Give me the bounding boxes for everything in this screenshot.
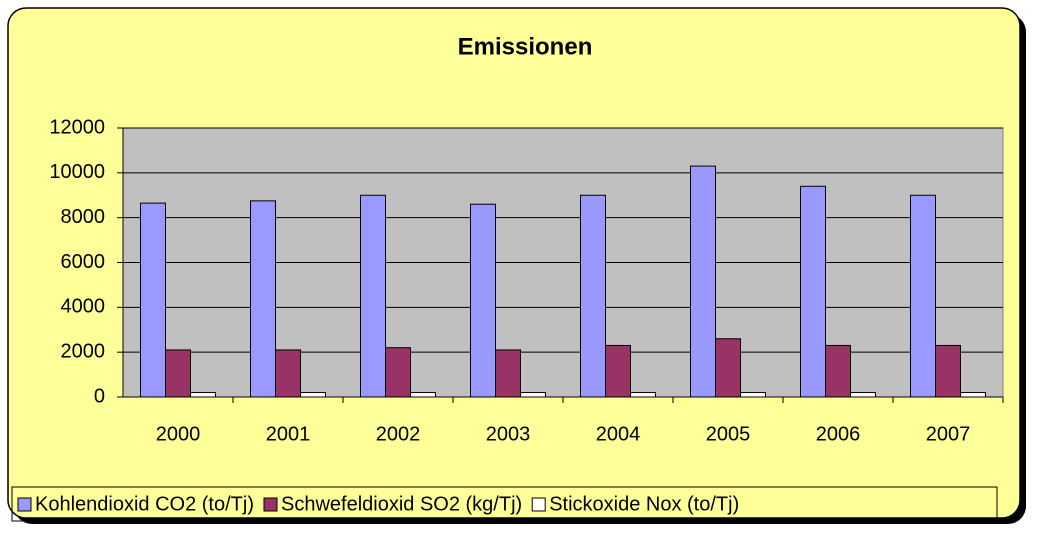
legend-label: Stickoxide Nox (to/Tj): [549, 493, 739, 515]
y-tick-label: 0: [94, 385, 105, 407]
bar: [580, 194, 606, 398]
bar: [715, 338, 741, 398]
bar: [470, 203, 496, 398]
legend-label: Schwefeldioxid SO2 (kg/Tj): [281, 493, 522, 515]
x-tick-label: 2003: [486, 423, 531, 445]
x-tick-label: 2000: [156, 423, 201, 445]
bar: [300, 392, 326, 398]
bar: [800, 185, 826, 398]
y-tick-label: 4000: [61, 296, 106, 318]
bar: [360, 194, 386, 398]
bar: [740, 392, 766, 398]
legend-swatch: [531, 497, 546, 512]
x-tick-label: 2006: [816, 423, 861, 445]
bar: [275, 349, 301, 398]
y-tick-label: 2000: [61, 340, 106, 362]
bar: [410, 392, 436, 398]
bar: [960, 392, 986, 398]
legend-swatch: [17, 497, 32, 512]
x-tick-label: 2005: [706, 423, 751, 445]
legend-box: [11, 486, 998, 522]
y-tick-label: 6000: [61, 251, 106, 273]
bar: [190, 392, 216, 398]
bar: [825, 344, 851, 398]
legend-label: Kohlendioxid CO2 (to/Tj): [35, 493, 254, 515]
bar: [605, 344, 631, 398]
x-tick-label: 2007: [926, 423, 971, 445]
bar: [935, 344, 961, 398]
bar: [165, 349, 191, 398]
x-tick-label: 2002: [376, 423, 421, 445]
bar: [385, 347, 411, 398]
bar: [850, 392, 876, 398]
y-tick-label: 12000: [49, 116, 105, 138]
bar: [495, 349, 521, 398]
bar: [140, 202, 166, 398]
bar: [910, 194, 936, 398]
bar: [630, 392, 656, 398]
bar: [690, 165, 716, 398]
x-tick-label: 2001: [266, 423, 311, 445]
y-tick-label: 10000: [49, 161, 105, 183]
y-tick-label: 8000: [61, 206, 106, 228]
bar: [520, 392, 546, 398]
x-tick-label: 2004: [596, 423, 641, 445]
chart-title: Emissionen: [458, 33, 593, 60]
bar: [250, 200, 276, 398]
legend-swatch: [263, 497, 278, 512]
